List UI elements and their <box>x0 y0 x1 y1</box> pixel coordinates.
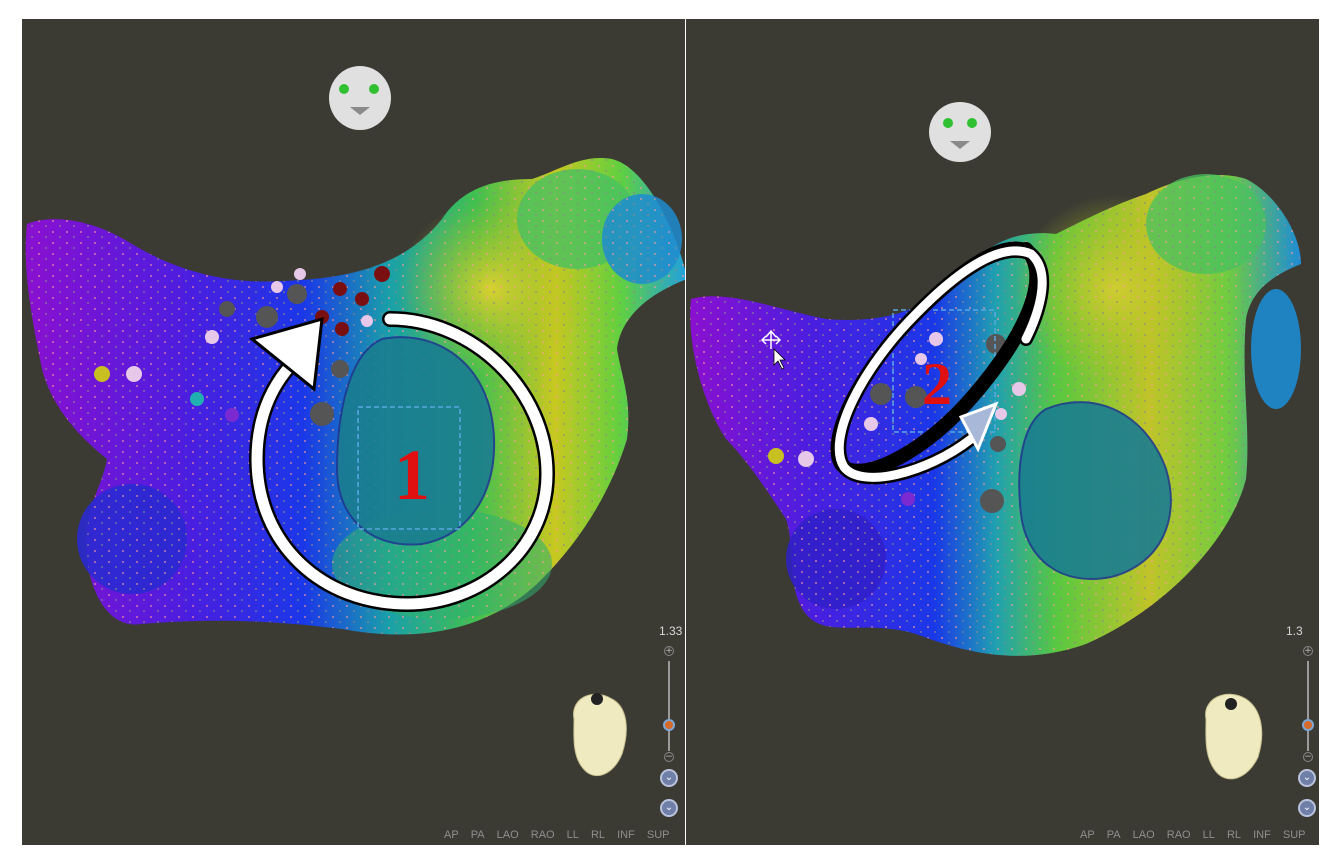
view-inf-button[interactable]: INF <box>617 829 635 841</box>
nav-up-button[interactable]: ⌄ <box>1298 769 1316 787</box>
view-rao-button[interactable]: RAO <box>1166 829 1191 841</box>
selection-box-left[interactable] <box>357 406 461 530</box>
nav-up-button[interactable]: ⌄ <box>660 769 678 787</box>
valve-region-right <box>1018 401 1172 580</box>
view-lao-button[interactable]: LAO <box>1132 829 1155 841</box>
activation-map-right[interactable]: 2 <box>686 19 1319 845</box>
zoom-in-button[interactable]: + <box>1303 646 1313 656</box>
nav-down-button[interactable]: ⌄ <box>660 799 678 817</box>
view-sup-button[interactable]: SUP <box>1282 829 1306 841</box>
nav-down-button[interactable]: ⌄ <box>1298 799 1316 817</box>
view-rao-button[interactable]: RAO <box>530 829 555 841</box>
zoom-level-label: 1.3 <box>1286 624 1303 638</box>
view-pa-button[interactable]: PA <box>1106 829 1121 841</box>
zoom-slider-track[interactable] <box>1307 661 1309 751</box>
map-viewport-left[interactable]: 1 1.33 + − ⌄ ⌄ AP PA LAO RAO LL RL INF S… <box>22 19 685 845</box>
zoom-slider-track[interactable] <box>668 661 670 751</box>
view-ll-button[interactable]: LL <box>566 829 579 841</box>
view-inf-button[interactable]: INF <box>1253 829 1271 841</box>
view-sup-button[interactable]: SUP <box>646 829 670 841</box>
view-ll-button[interactable]: LL <box>1202 829 1215 841</box>
heart-model-icon[interactable] <box>573 693 627 777</box>
view-presets-bar: AP PA LAO RAO LL RL INF SUP <box>444 829 679 841</box>
reentry-arrow-right <box>830 241 1050 485</box>
view-lao-button[interactable]: LAO <box>496 829 519 841</box>
view-ap-button[interactable]: AP <box>1080 829 1095 841</box>
move-cursor-icon <box>760 329 786 370</box>
map-viewport-right[interactable]: 2 1.3 + − ⌄ ⌄ AP PA LAO RAO LL RL INF SU… <box>686 19 1319 845</box>
map-label-left: 1 <box>394 435 430 515</box>
zoom-out-button[interactable]: − <box>1303 752 1313 762</box>
zoom-slider-handle[interactable] <box>1302 719 1314 731</box>
view-presets-bar: AP PA LAO RAO LL RL INF SUP <box>1080 829 1315 841</box>
ablation-points-left <box>94 266 390 426</box>
map-label-right: 2 <box>922 351 952 417</box>
zoom-slider-handle[interactable] <box>663 719 675 731</box>
zoom-out-button[interactable]: − <box>664 752 674 762</box>
valve-region-left <box>335 336 496 546</box>
zoom-in-button[interactable]: + <box>664 646 674 656</box>
reentry-arrow-left <box>248 311 556 613</box>
view-rl-button[interactable]: RL <box>590 829 606 841</box>
view-pa-button[interactable]: PA <box>470 829 485 841</box>
heart-model-icon[interactable] <box>1205 693 1263 780</box>
activation-map-left[interactable]: 1 <box>22 19 685 845</box>
view-rl-button[interactable]: RL <box>1226 829 1242 841</box>
view-ap-button[interactable]: AP <box>444 829 459 841</box>
face-orientation-icon[interactable] <box>329 66 391 130</box>
face-orientation-icon[interactable] <box>929 102 991 162</box>
zoom-level-label: 1.33 <box>659 624 683 638</box>
